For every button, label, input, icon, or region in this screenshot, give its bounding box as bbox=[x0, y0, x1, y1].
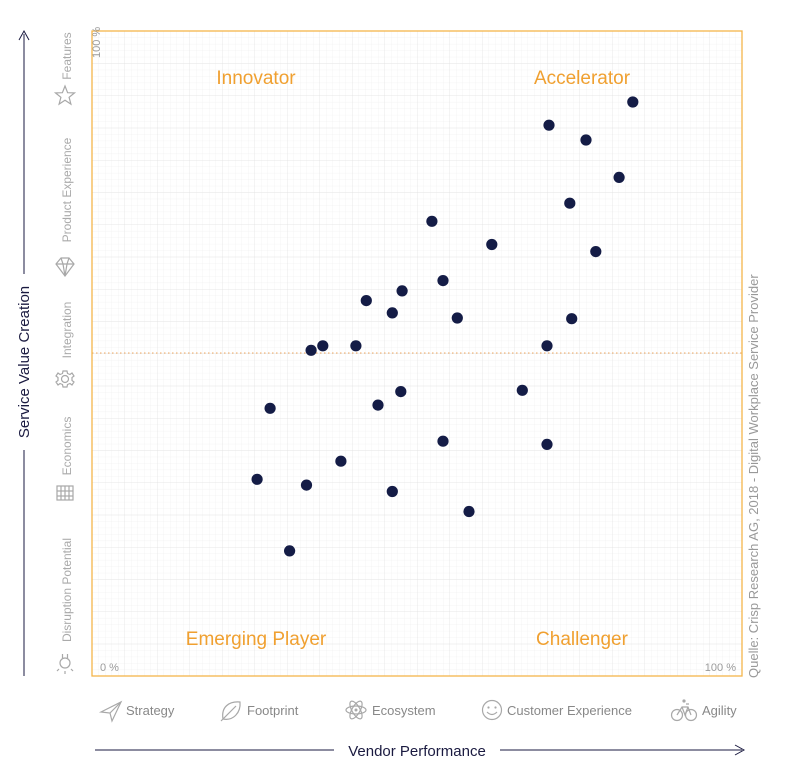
lightbulb-icon bbox=[56, 654, 74, 674]
x-category-label: Ecosystem bbox=[372, 703, 436, 718]
source-note: Quelle: Crisp Research AG, 2018 - Digita… bbox=[746, 274, 761, 678]
data-point bbox=[264, 402, 276, 414]
paper-plane-icon bbox=[98, 700, 123, 723]
gear-icon bbox=[55, 370, 75, 388]
y-axis-arrow-icon bbox=[18, 29, 30, 41]
quadrant-label-innovator: Innovator bbox=[216, 68, 296, 89]
x-category-label: Agility bbox=[702, 703, 737, 718]
y-category-integration: Integration bbox=[55, 302, 75, 388]
data-point bbox=[396, 285, 408, 297]
data-point bbox=[564, 197, 576, 209]
y-category-economics: Economics bbox=[56, 417, 74, 501]
diamond-icon bbox=[55, 257, 75, 277]
y-axis-title: Service Value Creation bbox=[16, 286, 33, 438]
data-point bbox=[372, 399, 384, 411]
y-category-features: Features bbox=[53, 32, 77, 106]
data-point bbox=[566, 313, 578, 325]
bicycle-icon bbox=[670, 699, 698, 722]
data-point bbox=[541, 438, 553, 450]
data-points bbox=[251, 96, 639, 557]
data-point bbox=[463, 505, 475, 518]
data-point bbox=[317, 340, 329, 352]
star-icon bbox=[53, 84, 77, 106]
data-point bbox=[437, 435, 449, 447]
quadrant-label-challenger: Challenger bbox=[536, 629, 629, 650]
data-point bbox=[335, 455, 347, 467]
y-category-label: Economics bbox=[60, 417, 74, 476]
data-point bbox=[395, 386, 407, 398]
x-category-label: Customer Experience bbox=[507, 703, 632, 718]
data-point bbox=[541, 340, 553, 352]
x-category-label: Strategy bbox=[126, 703, 175, 718]
data-point bbox=[426, 215, 438, 227]
x-category-ecosystem: Ecosystem bbox=[345, 700, 436, 720]
atom-icon bbox=[345, 700, 367, 720]
data-point bbox=[486, 238, 498, 251]
data-point bbox=[284, 545, 296, 557]
data-point bbox=[516, 384, 528, 396]
data-point bbox=[437, 275, 449, 287]
y-category-product-experience: Product Experience bbox=[55, 137, 75, 277]
y-max-label: 100 % bbox=[91, 27, 103, 58]
data-point bbox=[350, 340, 362, 352]
x-axis-title: Vendor Performance bbox=[348, 743, 486, 760]
data-point bbox=[300, 479, 313, 491]
data-point bbox=[543, 119, 555, 131]
x-axis-title-bg bbox=[334, 740, 500, 760]
y-category-label: Integration bbox=[60, 302, 74, 359]
data-point bbox=[590, 246, 602, 258]
y-axis-title-bg bbox=[16, 274, 32, 450]
data-point bbox=[627, 96, 639, 108]
x-category-footprint: Footprint bbox=[220, 701, 299, 722]
x-category-customer-experience: Customer Experience bbox=[481, 699, 632, 721]
data-point bbox=[580, 134, 592, 146]
leaf-icon bbox=[220, 701, 241, 722]
x-max-label: 100 % bbox=[705, 662, 736, 674]
quadrant-label-accelerator: Accelerator bbox=[534, 68, 631, 89]
data-point bbox=[386, 485, 398, 498]
x-category-agility: Agility bbox=[670, 699, 737, 722]
quadrant-label-emerging-player: Emerging Player bbox=[186, 629, 327, 650]
data-point bbox=[451, 312, 463, 324]
x-min-label: 0 % bbox=[100, 662, 119, 674]
data-point bbox=[305, 344, 317, 356]
plot-frame bbox=[91, 30, 743, 677]
y-category-label: Product Experience bbox=[60, 137, 74, 242]
y-category-label: Features bbox=[60, 32, 74, 79]
y-category-disruption-potential: Disruption Potential bbox=[56, 538, 74, 674]
y-category-label: Disruption Potential bbox=[60, 538, 74, 642]
data-point bbox=[613, 171, 625, 183]
smiley-icon bbox=[481, 699, 503, 721]
x-axis-arrow-icon bbox=[734, 744, 746, 756]
data-point bbox=[360, 295, 372, 307]
calculator-icon bbox=[56, 485, 74, 501]
data-point bbox=[386, 307, 398, 319]
x-category-strategy: Strategy bbox=[98, 700, 175, 723]
data-point bbox=[251, 473, 263, 485]
x-category-label: Footprint bbox=[247, 703, 299, 718]
